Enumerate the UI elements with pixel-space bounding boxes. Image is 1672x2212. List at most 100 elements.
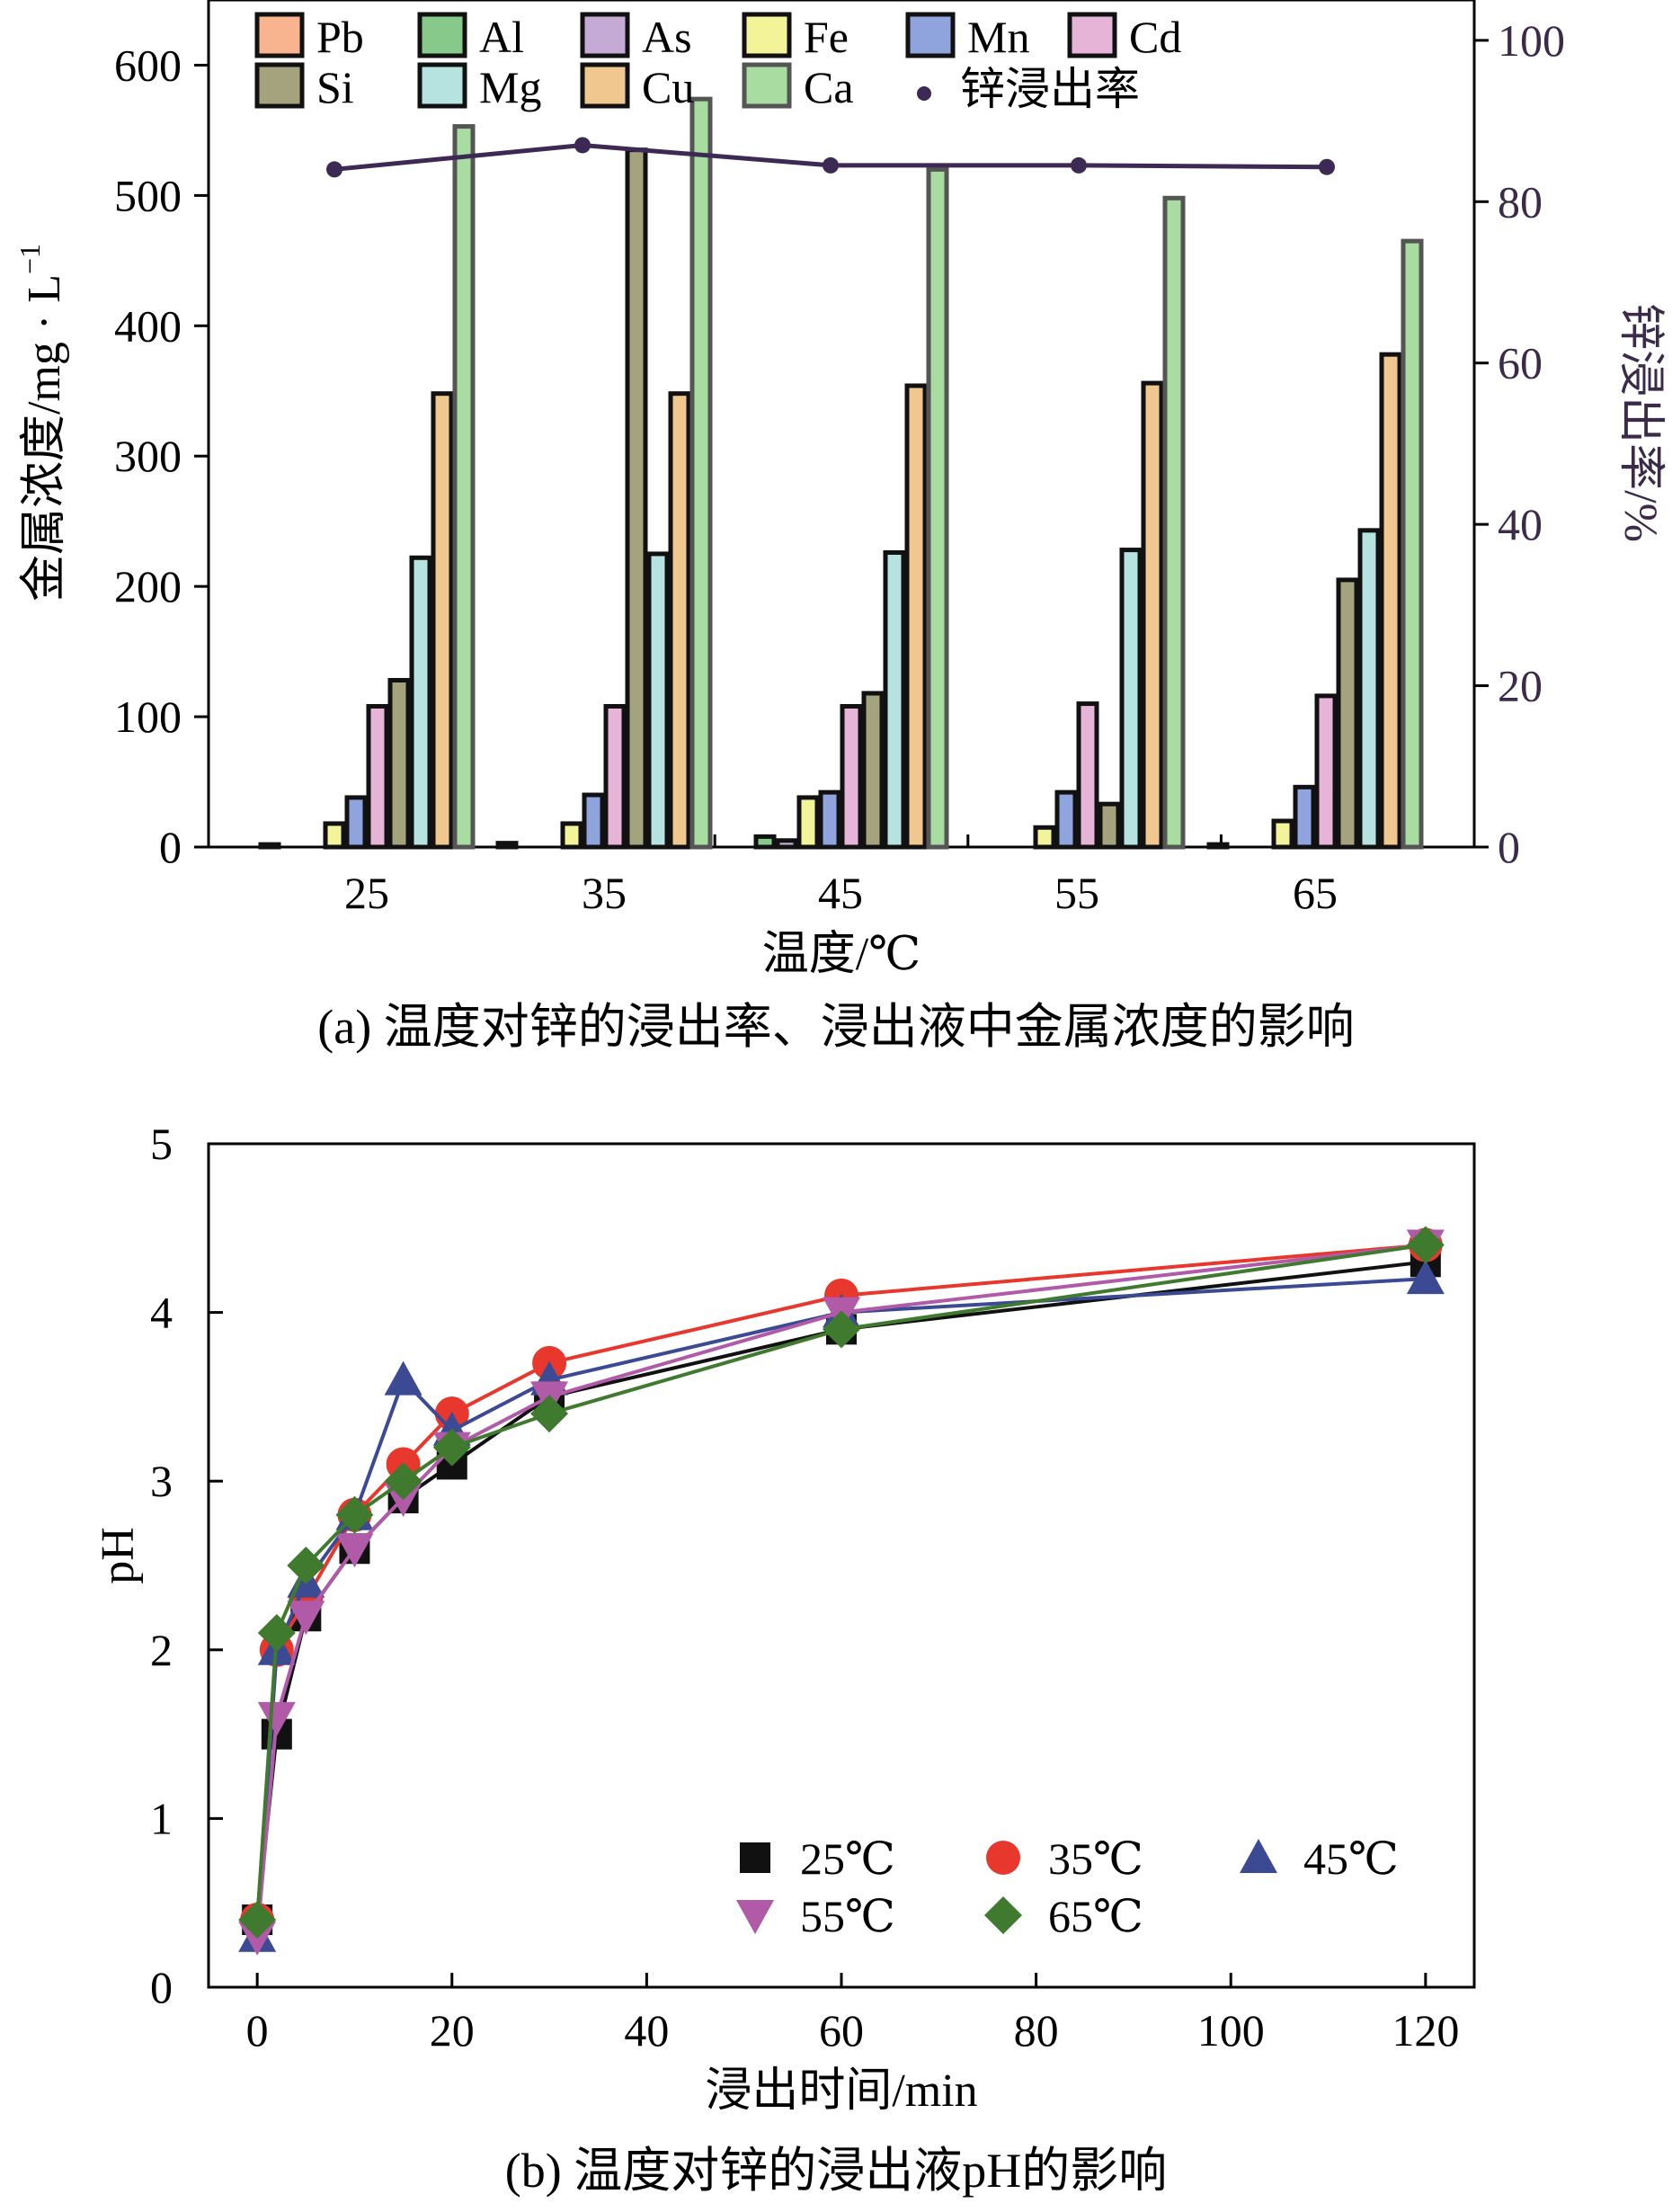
bar-si (1336, 577, 1359, 850)
bar-fe (1033, 825, 1056, 850)
bar-mg (1119, 548, 1143, 850)
data-point-diamond (238, 1900, 277, 1939)
legend-label: Fe (804, 12, 849, 62)
panel-a-ylabel-sup: −1 (13, 244, 46, 274)
legend-label: 45℃ (1303, 1833, 1399, 1884)
series-0 (242, 1246, 1441, 1935)
data-point-diamond (432, 1428, 471, 1467)
bar-mn (818, 789, 841, 850)
data-point-diamond (287, 1547, 325, 1584)
x-tick-label: 25 (344, 868, 389, 918)
zinc-rate-point (1319, 158, 1335, 175)
legend-swatch-cd (1067, 12, 1117, 58)
panel-a-legend: Pb Al As Fe Mn Cd Si Mg Cu Ca 锌浸出率 (254, 12, 1181, 114)
bar-cd (1076, 701, 1099, 850)
legend-label: Si (316, 62, 354, 112)
bar-cu (1141, 380, 1164, 850)
panel-a-caption: (a) 温度对锌的浸出率、浸出液中金属浓度的影响 (317, 1000, 1354, 1054)
legend-label: 锌浸出率 (960, 64, 1140, 114)
y2-tick-label: 20 (1498, 661, 1543, 711)
y2-tick-label: 100 (1498, 15, 1565, 66)
panel-b-x-axis: 0 20 40 60 80 100 120 (246, 1973, 1459, 2056)
panel-a-y2label: 锌浸出率/% (1614, 303, 1666, 542)
legend-label: 25℃ (800, 1833, 895, 1884)
bar-cd (840, 703, 863, 850)
panel-b-caption: (b) 温度对锌的浸出液pH的影响 (505, 2144, 1167, 2198)
x-tick-label: 35 (582, 868, 627, 918)
bar-mn (1293, 784, 1316, 850)
data-point-diamond (530, 1395, 569, 1433)
bar-mg (883, 549, 906, 850)
bar-ca (452, 124, 476, 850)
panel-a-left-axis: 0 100 200 300 400 500 600 (114, 40, 209, 872)
bar-mn (582, 792, 605, 850)
legend-label: 35℃ (1048, 1833, 1143, 1884)
legend-label: Cu (642, 62, 694, 112)
panel-b-ylabel: pH (93, 1527, 144, 1584)
legend-marker-diamond (984, 1896, 1022, 1934)
bar-mg (1357, 528, 1381, 850)
bar-ca (926, 166, 949, 850)
data-point-triangle-down (335, 1533, 374, 1568)
bar-fe (1271, 818, 1294, 850)
y2-tick-label: 60 (1498, 338, 1543, 388)
zinc-rate-point (574, 137, 591, 154)
bar-pb (1206, 842, 1230, 850)
y2-tick-label: 80 (1498, 176, 1543, 227)
x-tick-label: 20 (430, 2005, 475, 2056)
y-tick-label: 0 (150, 1962, 173, 2012)
data-point-diamond (257, 1614, 296, 1653)
data-point-diamond (823, 1310, 860, 1349)
legend-label: 55℃ (800, 1891, 895, 1941)
x-tick-label: 65 (1293, 868, 1338, 918)
bar-si (625, 147, 648, 850)
y-tick-label: 100 (114, 691, 182, 742)
bar-cu (904, 383, 928, 850)
legend-marker-triangle-down (736, 1900, 774, 1934)
data-point-triangle-down (287, 1601, 325, 1636)
bar-cu (431, 391, 454, 850)
legend-swatch-mn (905, 12, 956, 58)
zinc-rate-point (1071, 156, 1087, 174)
y-tick-label: 2 (150, 1625, 173, 1675)
bar-si (387, 677, 411, 850)
panel-b-line-chart: 0 1 2 3 4 5 0 20 40 60 80 100 120 25℃ 35℃ 45℃ 55℃ 65℃ p… (93, 1119, 1476, 2198)
y-tick-label: 5 (150, 1119, 173, 1169)
bar-mg (409, 555, 432, 850)
y-tick-label: 400 (114, 300, 182, 351)
panel-a-zinc-rate-line (326, 137, 1335, 178)
legend-marker-square (740, 1842, 770, 1873)
legend-label: Cd (1129, 12, 1181, 62)
bar-ca (1162, 195, 1186, 850)
bar-mn (344, 795, 368, 850)
panel-a-ylabel: 金属浓度/mg · L−1 (13, 244, 70, 602)
legend-swatch-mg (417, 62, 467, 109)
legend-label: Al (479, 12, 524, 62)
x-tick-label: 100 (1197, 2005, 1265, 2056)
y-tick-label: 4 (150, 1288, 173, 1338)
data-point-triangle (1406, 1260, 1445, 1295)
bar-ca (689, 96, 713, 850)
data-point-diamond (335, 1495, 374, 1534)
y-tick-label: 1 (150, 1793, 173, 1843)
bar-fe (323, 821, 346, 850)
zinc-rate-point (823, 156, 839, 174)
x-tick-label: 55 (1054, 868, 1099, 918)
bar-mg (646, 551, 670, 850)
x-tick-label: 0 (246, 2005, 269, 2056)
x-tick-label: 40 (624, 2005, 669, 2056)
x-tick-label: 80 (1014, 2005, 1059, 2056)
bar-fe (560, 821, 583, 850)
bar-cd (366, 703, 389, 850)
y-tick-label: 300 (114, 431, 182, 481)
legend-label: Mg (479, 62, 541, 112)
data-point-triangle (384, 1360, 422, 1396)
data-point-diamond (1406, 1226, 1445, 1264)
legend-swatch-cu (580, 62, 630, 109)
panel-a-x-axis: 25 35 45 55 65 (207, 834, 1476, 918)
panel-a-ylabel-text: 金属浓度/mg · L (19, 274, 70, 602)
bar-mn (1054, 789, 1078, 850)
bar-cu (1379, 352, 1402, 850)
legend-swatch-al (417, 12, 467, 58)
